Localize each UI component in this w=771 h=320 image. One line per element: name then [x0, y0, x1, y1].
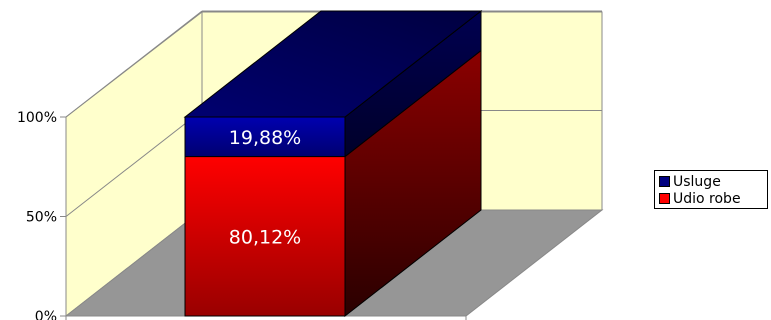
y-tick-label: 0% — [35, 309, 57, 320]
legend: Usluge Udio robe — [654, 170, 768, 209]
legend-swatch-usluge — [659, 176, 670, 187]
y-tick-label: 50% — [26, 210, 57, 226]
legend-label-udio-robe: Udio robe — [673, 190, 741, 207]
y-tick-label: 100% — [17, 110, 57, 126]
data-label-usluge: 19,88% — [229, 127, 301, 149]
gridline-side — [65, 110, 203, 217]
bar-udio-robe — [184, 156, 346, 317]
legend-label-usluge: Usluge — [673, 173, 721, 190]
legend-item-udio-robe: Udio robe — [659, 190, 763, 207]
data-label-udio-robe: 80,12% — [229, 226, 301, 248]
y-axis-ticks: 0% 50% 100% — [17, 110, 467, 320]
bar-usluge — [184, 116, 346, 158]
gridline-side — [65, 10, 203, 118]
legend-item-usluge: Usluge — [659, 173, 763, 190]
legend-swatch-udio-robe — [659, 193, 670, 204]
